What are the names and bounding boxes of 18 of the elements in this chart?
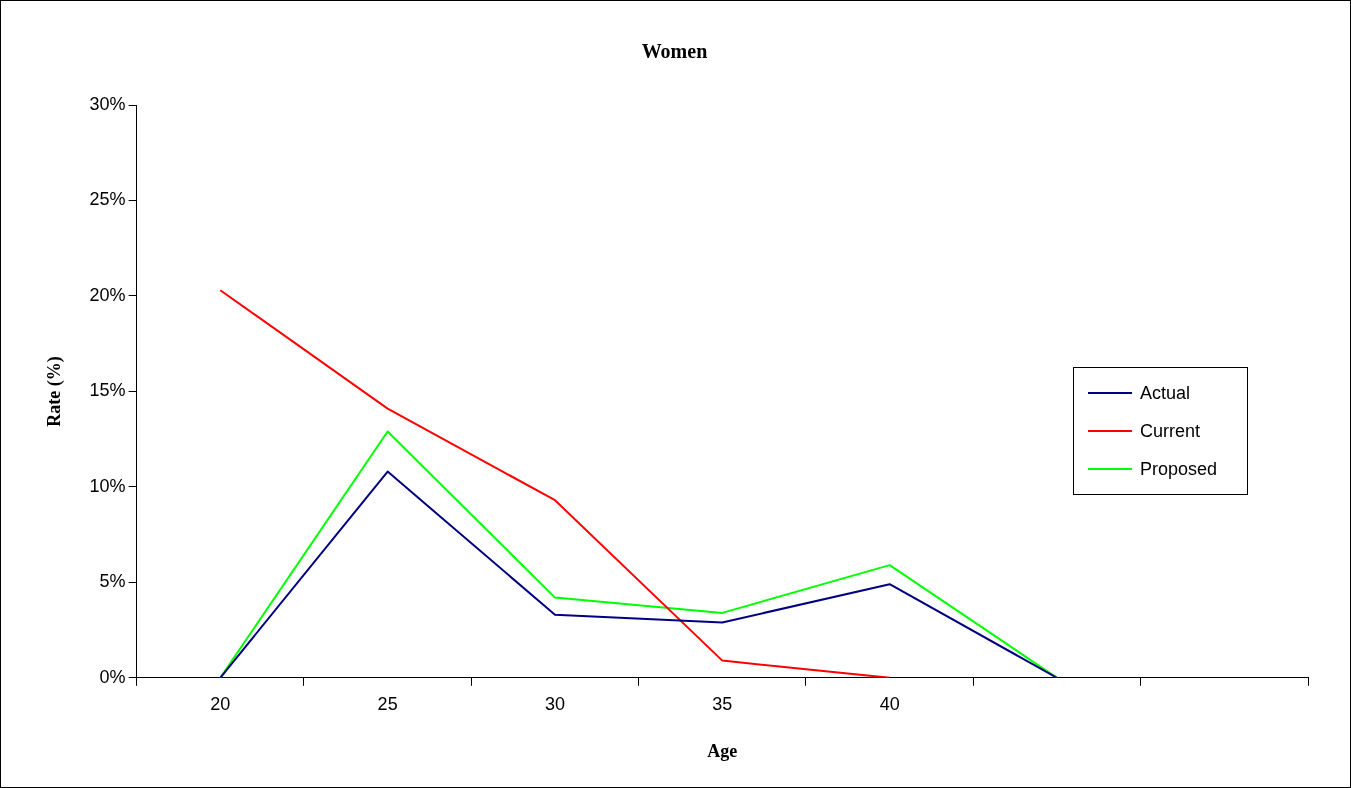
legend-label: Actual	[1140, 382, 1191, 404]
y-tick-label: 30%	[89, 93, 126, 114]
y-tick-label: 10%	[89, 475, 126, 496]
y-tick-label: 25%	[89, 189, 126, 210]
x-tick-label: 40	[879, 693, 900, 714]
x-tick-label: 25	[377, 693, 398, 714]
legend-label: Proposed	[1140, 458, 1218, 480]
y-tick-label: 20%	[89, 284, 126, 305]
y-tick-label: 15%	[89, 380, 126, 401]
x-tick-label: 30	[544, 693, 565, 714]
x-tick-label: 20	[210, 693, 231, 714]
chart-title: Women	[641, 40, 708, 63]
x-axis-title: Age	[707, 740, 738, 761]
y-tick-label: 0%	[99, 666, 126, 687]
y-axis-title: Rate (%)	[44, 356, 66, 427]
x-tick-label: 35	[712, 693, 733, 714]
legend-label: Current	[1140, 420, 1201, 442]
y-tick-label: 5%	[99, 571, 126, 592]
